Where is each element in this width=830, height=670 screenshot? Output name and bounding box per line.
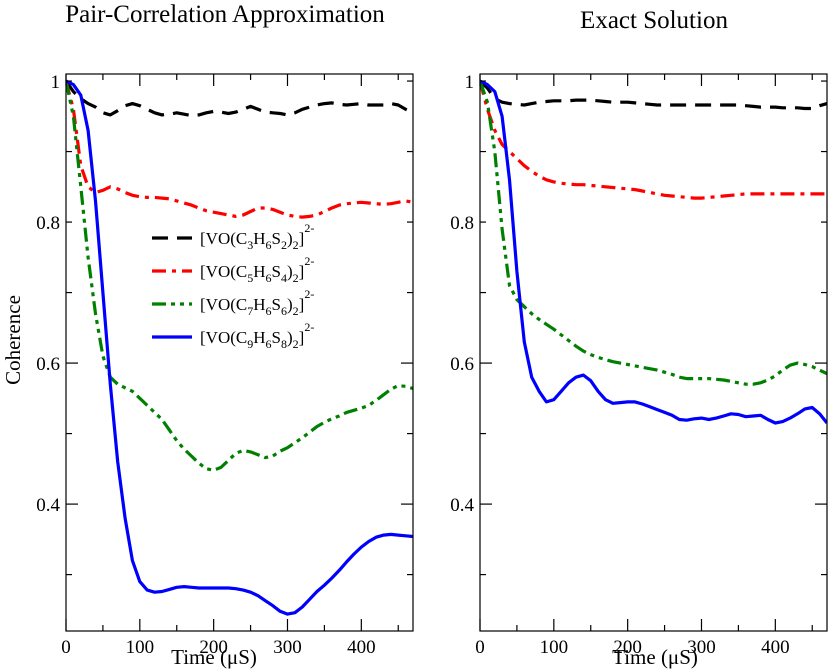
chart-title: Pair-Correlation Approximation — [65, 1, 385, 28]
x-tick-label: 300 — [273, 637, 302, 658]
legend-entry: [VO(C5H6S4)2]2- — [200, 254, 314, 285]
x-axis-label: Time (μS) — [171, 645, 257, 669]
y-tick-label: 0.6 — [450, 354, 474, 375]
x-tick-label: 100 — [540, 637, 569, 658]
plot-frame — [479, 73, 828, 632]
series-line-2 — [66, 80, 413, 219]
x-axis-label: Time (μS) — [612, 645, 698, 669]
x-tick-label: 200 — [613, 637, 642, 658]
chart-title: Exact Solution — [580, 7, 728, 34]
y-tick-label: 1 — [465, 72, 475, 93]
series-line-2 — [480, 80, 827, 200]
panel-pair-correlation: Pair-Correlation Approximation Coherence… — [1, 1, 414, 669]
plot-frame — [65, 73, 414, 632]
panel-exact-solution: Exact Solution Time (μS) 0 100 200 300 400 0.… — [450, 7, 828, 669]
series-line-1 — [480, 79, 827, 111]
x-tick-label: 0 — [61, 637, 71, 658]
legend: [VO(C3H6S2)2]2-[VO(C5H6S4)2]2-[VO(C7H6S6… — [152, 221, 314, 351]
y-tick-label: 0.4 — [450, 495, 474, 516]
y-tick-label: 0.6 — [36, 354, 60, 375]
series-line-4 — [66, 79, 413, 616]
x-tick-label: 300 — [687, 637, 716, 658]
y-tick-label: 0.8 — [36, 213, 60, 234]
series-line-3 — [66, 80, 413, 472]
y-tick-label: 0.8 — [450, 213, 474, 234]
x-tick-label: 100 — [126, 637, 155, 658]
y-tick-label: 0.4 — [36, 495, 60, 516]
legend-entry: [VO(C3H6S2)2]2- — [200, 221, 314, 252]
y-tick-label: 1 — [51, 72, 61, 93]
series-line-1 — [66, 80, 413, 118]
x-tick-label: 0 — [475, 637, 485, 658]
series-line-3 — [480, 80, 827, 386]
series-line-4 — [480, 79, 827, 425]
x-tick-label: 400 — [761, 637, 790, 658]
y-axis-label: Coherence — [1, 295, 25, 385]
x-tick-label: 200 — [199, 637, 228, 658]
legend-entry: [VO(C7H6S6)2]2- — [200, 287, 314, 318]
x-tick-label: 400 — [347, 637, 376, 658]
legend-entry: [VO(C9H6S8)2]2- — [200, 320, 314, 351]
